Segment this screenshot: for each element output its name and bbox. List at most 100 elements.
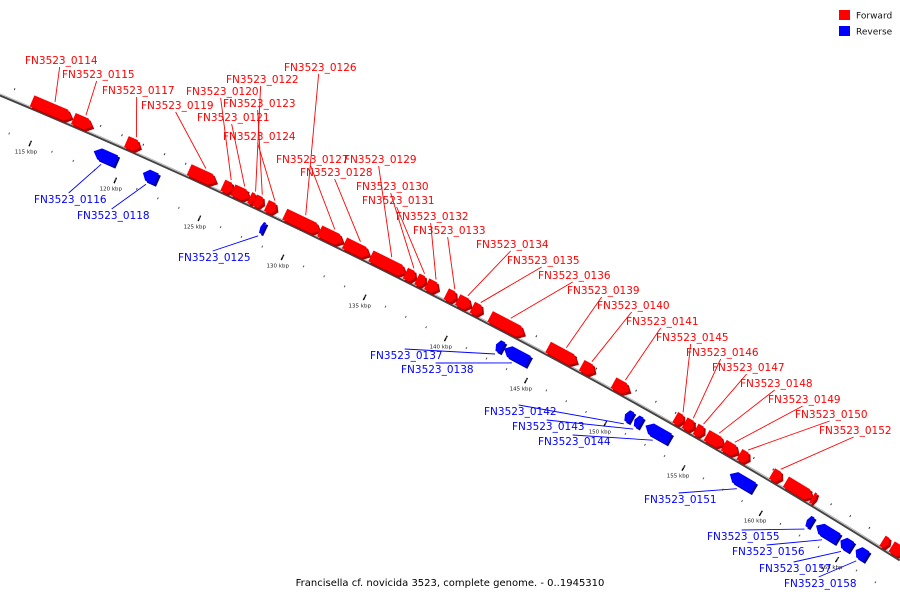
gene-label[interactable]: FN3523_0143	[512, 421, 585, 433]
gene-label[interactable]: FN3523_0125	[178, 252, 251, 264]
gene-label[interactable]: FN3523_0149	[768, 394, 841, 406]
gene-FN3523_0132[interactable]	[423, 278, 441, 296]
gene-FN3523_0152[interactable]	[768, 468, 784, 485]
gene-label[interactable]: FN3523_0133	[413, 225, 486, 237]
gene-FN3523_0139[interactable]	[545, 341, 579, 368]
gene-FN3523_0115[interactable]	[70, 112, 95, 132]
gene-FN3523_0159[interactable]	[879, 535, 892, 551]
gene-arrow-face	[736, 449, 749, 463]
gene-FN3523_0117[interactable]	[123, 136, 142, 154]
gene-FN3523_0130[interactable]	[402, 267, 418, 284]
gene-FN3523_0151[interactable]	[729, 472, 759, 496]
leader-line	[68, 164, 102, 194]
gene-FN3523_0147[interactable]	[692, 423, 706, 440]
gene-FN3523_0126[interactable]	[282, 208, 322, 236]
gene-label[interactable]: FN3523_0145	[656, 332, 729, 344]
gene-FN3523_0122[interactable]	[247, 192, 258, 207]
gene-label[interactable]: FN3523_0140	[597, 300, 670, 312]
gene-label[interactable]: FN3523_0137	[370, 350, 443, 362]
gene-FN3523_0114[interactable]	[29, 95, 74, 123]
gene-FN3523_0141[interactable]	[610, 377, 632, 396]
gene-label[interactable]: FN3523_0129	[344, 154, 417, 166]
gene-FN3523_0138[interactable]	[504, 346, 533, 369]
gene-arrow-face	[768, 468, 782, 483]
axis-tick-minor	[323, 275, 326, 278]
gene-label[interactable]: FN3523_0119	[141, 100, 214, 112]
gene-FN3523_0123[interactable]	[252, 194, 266, 211]
gene-label[interactable]: FN3523_0151	[644, 494, 717, 506]
gene-FN3523_0145[interactable]	[672, 411, 686, 428]
gene-FN3523_0133[interactable]	[443, 288, 459, 305]
gene-arrow-face	[610, 377, 630, 394]
gene-FN3523_0140[interactable]	[578, 359, 597, 378]
gene-FN3523_0154[interactable]	[809, 492, 820, 507]
gene-FN3523_0116[interactable]	[93, 148, 121, 169]
gene-label[interactable]: FN3523_0155	[707, 531, 780, 543]
gene-FN3523_0143[interactable]	[633, 415, 646, 431]
gene-label[interactable]: FN3523_0139	[567, 285, 640, 297]
gene-label[interactable]: FN3523_0141	[626, 316, 699, 328]
gene-FN3523_0118[interactable]	[142, 169, 161, 187]
gene-FN3523_0128[interactable]	[341, 237, 372, 260]
gene-label[interactable]: FN3523_0142	[484, 406, 557, 418]
gene-label[interactable]: FN3523_0144	[538, 436, 611, 448]
gene-label[interactable]: FN3523_0114	[25, 55, 98, 67]
gene-label[interactable]: FN3523_0122	[226, 74, 299, 86]
gene-label[interactable]: FN3523_0135	[507, 255, 580, 267]
gene-label[interactable]: FN3523_0134	[476, 239, 549, 251]
gene-label[interactable]: FN3523_0130	[356, 181, 429, 193]
axis-tick-upper	[13, 88, 16, 91]
gene-FN3523_0121[interactable]	[230, 184, 252, 203]
gene-label[interactable]: FN3523_0117	[102, 85, 175, 97]
axis-tick-minor	[240, 235, 243, 238]
gene-label[interactable]: FN3523_0131	[362, 195, 435, 207]
gene-label[interactable]: FN3523_0148	[740, 378, 813, 390]
leader-line	[334, 178, 361, 242]
gene-label[interactable]: FN3523_0127	[276, 154, 349, 166]
gene-label[interactable]: FN3523_0126	[284, 62, 357, 74]
gene-label[interactable]: FN3523_0118	[77, 210, 150, 222]
gene-label[interactable]: FN3523_0116	[34, 194, 107, 206]
gene-FN3523_0131[interactable]	[414, 273, 428, 290]
gene-FN3523_0156[interactable]	[816, 523, 843, 546]
gene-FN3523_0148[interactable]	[703, 429, 726, 450]
gene-FN3523_0134[interactable]	[454, 294, 473, 312]
gene-label[interactable]: FN3523_0121	[197, 112, 270, 124]
gene-label[interactable]: FN3523_0152	[819, 425, 892, 437]
gene-FN3523_0137[interactable]	[495, 340, 508, 356]
gene-FN3523_0125[interactable]	[258, 222, 269, 237]
gene-FN3523_0157[interactable]	[840, 537, 857, 555]
gene-FN3523_0119[interactable]	[186, 164, 219, 187]
gene-FN3523_0149[interactable]	[720, 439, 740, 458]
gene-label[interactable]: FN3523_0128	[300, 167, 373, 179]
gene-FN3523_0144[interactable]	[645, 423, 674, 447]
leader-line	[678, 488, 737, 494]
gene-FN3523_0129[interactable]	[368, 250, 408, 278]
gene-FN3523_0135[interactable]	[469, 301, 484, 318]
gene-FN3523_0160[interactable]	[888, 541, 900, 559]
gene-label[interactable]: FN3523_0150	[795, 409, 868, 421]
axis-tick-upper	[654, 400, 657, 403]
gene-label[interactable]: FN3523_0115	[62, 69, 135, 81]
gene-FN3523_0153[interactable]	[782, 476, 815, 502]
gene-label[interactable]: FN3523_0158	[784, 578, 857, 590]
gene-label[interactable]: FN3523_0157	[759, 563, 832, 575]
gene-FN3523_0146[interactable]	[681, 417, 697, 434]
gene-label[interactable]: FN3523_0147	[712, 362, 785, 374]
gene-FN3523_0158[interactable]	[855, 547, 872, 564]
gene-FN3523_0142[interactable]	[624, 410, 637, 426]
gene-FN3523_0155[interactable]	[805, 515, 817, 531]
gene-FN3523_0124[interactable]	[263, 200, 279, 217]
gene-FN3523_0150[interactable]	[736, 449, 751, 466]
gene-FN3523_0136[interactable]	[487, 311, 526, 339]
axis-tick-minor	[465, 346, 468, 350]
gene-label[interactable]: FN3523_0138	[401, 364, 474, 376]
gene-label[interactable]: FN3523_0132	[396, 211, 469, 223]
gene-label[interactable]: FN3523_0120	[186, 86, 259, 98]
gene-label[interactable]: FN3523_0124	[223, 131, 296, 143]
gene-label[interactable]: FN3523_0136	[538, 270, 611, 282]
gene-label[interactable]: FN3523_0123	[223, 98, 296, 110]
gene-FN3523_0127[interactable]	[317, 225, 345, 247]
gene-label[interactable]: FN3523_0146	[686, 347, 759, 359]
gene-label[interactable]: FN3523_0156	[732, 546, 805, 558]
